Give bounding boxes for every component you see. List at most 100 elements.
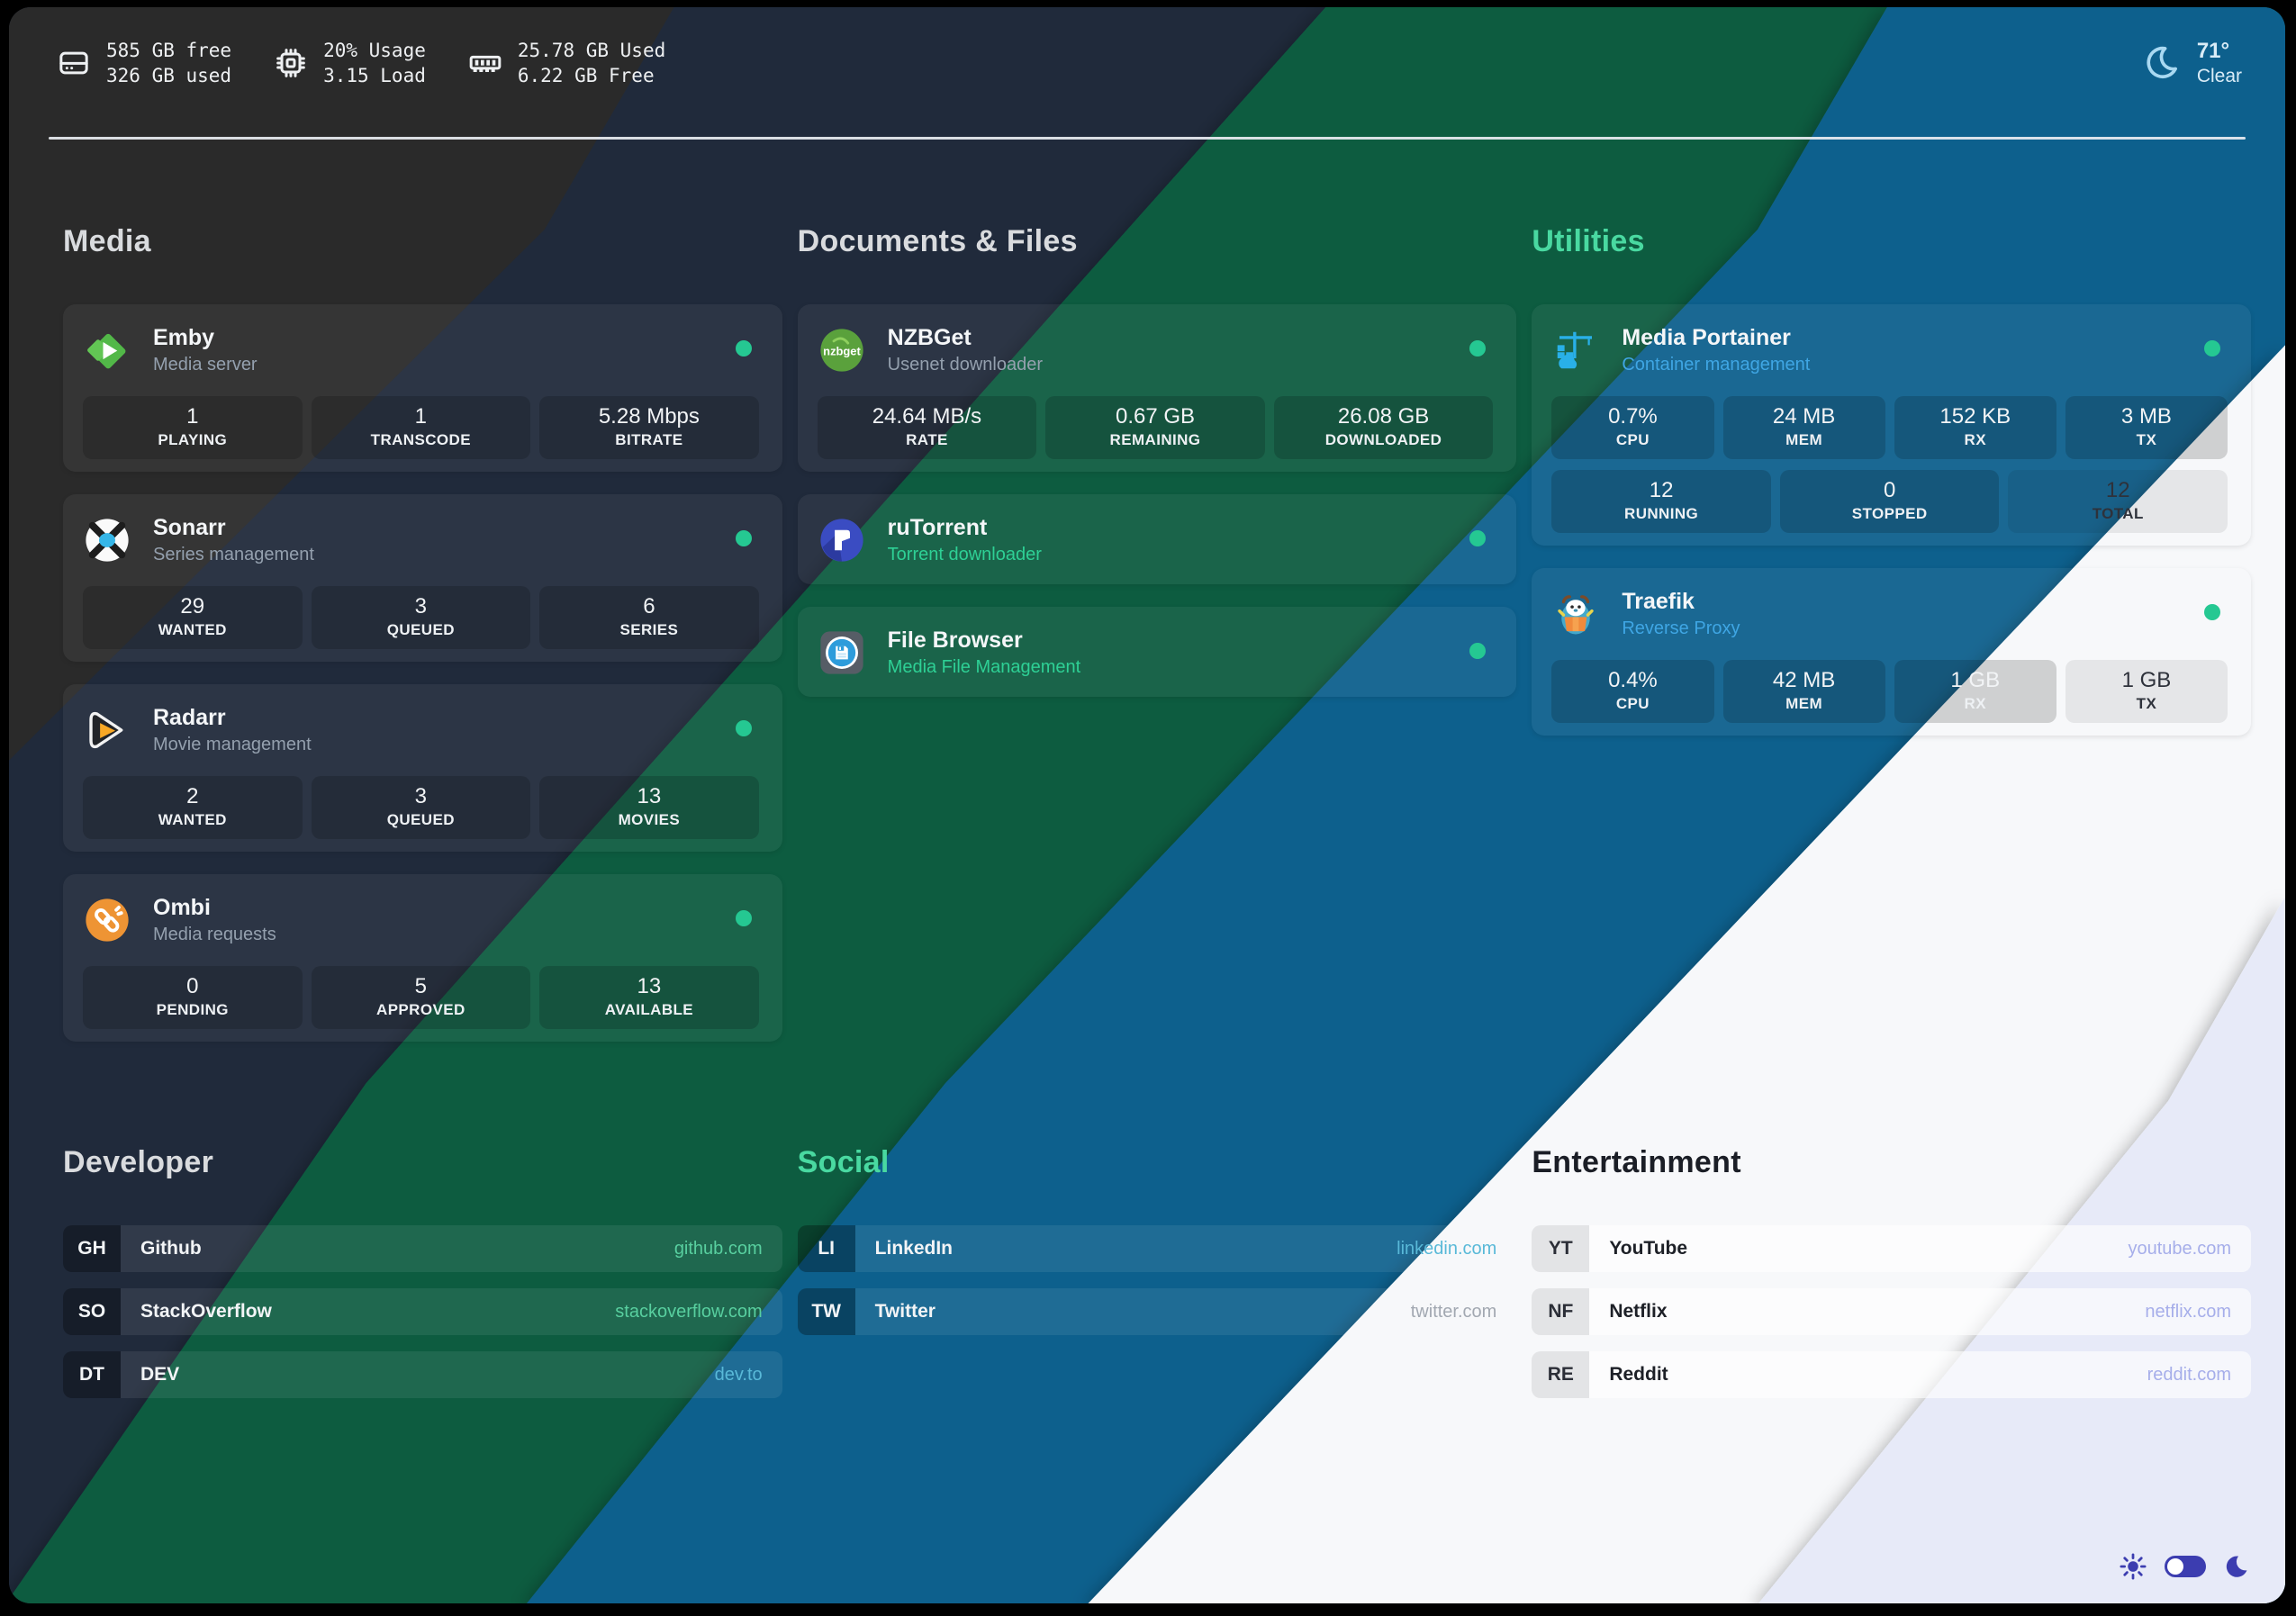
app-name: File Browser [887, 627, 1023, 653]
stat-bitrate: 5.28 Mbps BITRATE [539, 396, 759, 459]
link-tag: GH [63, 1225, 121, 1272]
rutorrent-icon [820, 519, 863, 562]
status-dot [735, 720, 752, 736]
section-title-documents: Documents & Files [797, 224, 1078, 258]
status-dot [2204, 340, 2220, 357]
ram-usage-stat: 25.78 GB Used 6.22 GB Free [467, 38, 665, 88]
link-tag: LI [797, 1225, 855, 1272]
app-card-traefik[interactable]: Traefik Reverse Proxy 0.4% CPU 42 MB MEM 1… [1532, 568, 2251, 736]
app-name: Traefik [1622, 589, 1695, 614]
link-tag: TW [797, 1288, 855, 1335]
status-dot [2204, 604, 2220, 620]
link-name: Netflix [1609, 1301, 1668, 1322]
app-subtitle: Reverse Proxy [1622, 618, 1740, 638]
stat-playing: 1 PLAYING [83, 396, 303, 459]
stat-tx: 1 GB TX [2065, 660, 2228, 723]
app-card-radarr[interactable]: Radarr Movie management 2 WANTED 3 QUEUED … [63, 684, 782, 852]
app-name: ruTorrent [887, 515, 988, 540]
disk-used-label: 326 GB used [106, 65, 232, 86]
link-row-dev[interactable]: DT DEV dev.to [63, 1351, 782, 1398]
stat-series: 6 SERIES [539, 586, 759, 649]
ram-used-label: 25.78 GB Used [517, 40, 666, 61]
link-row-twitter[interactable]: TW Twitter twitter.com [797, 1288, 1517, 1335]
theme-toggle[interactable] [2165, 1556, 2206, 1577]
section-title-media: Media [63, 224, 151, 258]
app-card-emby[interactable]: Emby Media server 1 PLAYING 1 TRANSCODE 5.… [63, 304, 782, 472]
app-name: Ombi [153, 895, 211, 920]
ram-free-label: 6.22 GB Free [517, 65, 655, 86]
stat-available: 13 AVAILABLE [539, 966, 759, 1029]
link-name: Reddit [1609, 1364, 1668, 1385]
moon-icon[interactable] [2224, 1554, 2249, 1579]
link-row-linkedin[interactable]: LI LinkedIn linkedin.com [797, 1225, 1517, 1272]
stat-movies: 13 MOVIES [539, 776, 759, 839]
link-row-netflix[interactable]: NF Netflix netflix.com [1532, 1288, 2251, 1335]
stat-queued: 3 QUEUED [311, 586, 531, 649]
stat-queued: 3 QUEUED [311, 776, 531, 839]
status-dot [1469, 530, 1487, 546]
link-tag: DT [63, 1351, 121, 1398]
app-card-portainer[interactable]: Media Portainer Container management 0.7… [1532, 304, 2251, 546]
section-media: Media Emby Media server 1 PLAYING [63, 223, 782, 1064]
app-name: Emby [153, 325, 215, 350]
svg-text:nzbget: nzbget [823, 345, 861, 358]
link-url: github.com [673, 1238, 763, 1259]
link-url: linkedin.com [1397, 1238, 1497, 1259]
status-dot [1469, 643, 1487, 659]
link-url: stackoverflow.com [615, 1301, 763, 1322]
link-row-youtube[interactable]: YT YouTube youtube.com [1532, 1225, 2251, 1272]
stat-tx: 3 MB TX [2065, 396, 2228, 459]
weather-widget: 71° Clear [2141, 38, 2242, 88]
section-social: Social LI LinkedIn linkedin.com TW Twitte… [797, 1144, 1517, 1414]
link-name: StackOverflow [140, 1301, 272, 1322]
link-row-stackoverflow[interactable]: SO StackOverflow stackoverflow.com [63, 1288, 782, 1335]
theme-switcher [2120, 1553, 2249, 1580]
app-card-nzbget[interactable]: nzbget NZBGet Usenet downloader 24.64 MB… [797, 304, 1517, 472]
emby-icon [87, 333, 126, 369]
section-utilities: Utilities Media Portai [1532, 223, 2251, 1064]
app-card-ombi[interactable]: Ombi Media requests 0 PENDING 5 APPROVED 1… [63, 874, 782, 1042]
link-url: dev.to [714, 1364, 763, 1385]
section-title-utilities: Utilities [1532, 224, 1645, 258]
link-tag: RE [1532, 1351, 1590, 1398]
stat-rx: 152 KB RX [1894, 396, 2056, 459]
app-name: Media Portainer [1622, 325, 1791, 350]
stat-transcode: 1 TRANSCODE [311, 396, 531, 459]
stat-mem: 24 MB MEM [1722, 396, 1885, 459]
app-card-sonarr[interactable]: Sonarr Series management 29 WANTED 3 QUEUE… [63, 494, 782, 662]
stat-stopped: 0 STOPPED [1779, 470, 2000, 533]
link-url: reddit.com [2147, 1364, 2231, 1385]
app-subtitle: Media requests [153, 925, 276, 944]
stat-mem: 42 MB MEM [1722, 660, 1885, 723]
section-documents: Documents & Files nzbget NZBGet Usenet d… [797, 223, 1517, 1064]
link-row-github[interactable]: GH Github github.com [63, 1225, 782, 1272]
hard-drive-icon [59, 51, 88, 75]
filebrowser-icon [820, 631, 863, 674]
toggle-knob [2167, 1558, 2183, 1575]
stat-downloaded: 26.08 GB DOWNLOADED [1273, 396, 1494, 459]
link-name: Github [140, 1238, 202, 1259]
sun-icon[interactable] [2120, 1553, 2147, 1580]
link-name: YouTube [1609, 1238, 1688, 1259]
stat-wanted: 29 WANTED [83, 586, 303, 649]
crescent-moon-icon [2147, 46, 2177, 78]
weather-condition: Clear [2196, 66, 2242, 86]
link-url: twitter.com [1410, 1301, 1497, 1322]
section-title-social: Social [797, 1145, 890, 1179]
section-title-developer: Developer [63, 1145, 214, 1179]
weather-temperature: 71° [2196, 39, 2230, 63]
link-row-reddit[interactable]: RE Reddit reddit.com [1532, 1351, 2251, 1398]
link-name: LinkedIn [874, 1238, 953, 1259]
section-entertainment: Entertainment YT YouTube youtube.com NF N… [1532, 1144, 2251, 1414]
system-status-bar: 585 GB free 326 GB used 20% Usage 3.15 Loa… [9, 7, 2285, 140]
status-dot [1469, 340, 1487, 357]
app-card-filebrowser[interactable]: File Browser Media File Management [797, 607, 1517, 697]
app-card-rutorrent[interactable]: ruTorrent Torrent downloader [797, 494, 1517, 584]
dashboard-page: 585 GB free 326 GB used 20% Usage 3.15 Loa… [9, 7, 2285, 1603]
status-dot [735, 340, 752, 357]
app-subtitle: Torrent downloader [887, 545, 1042, 564]
link-tag: NF [1532, 1288, 1590, 1335]
app-subtitle: Usenet downloader [887, 355, 1043, 375]
disk-free-label: 585 GB free [106, 40, 232, 61]
memory-stick-icon [469, 55, 502, 72]
